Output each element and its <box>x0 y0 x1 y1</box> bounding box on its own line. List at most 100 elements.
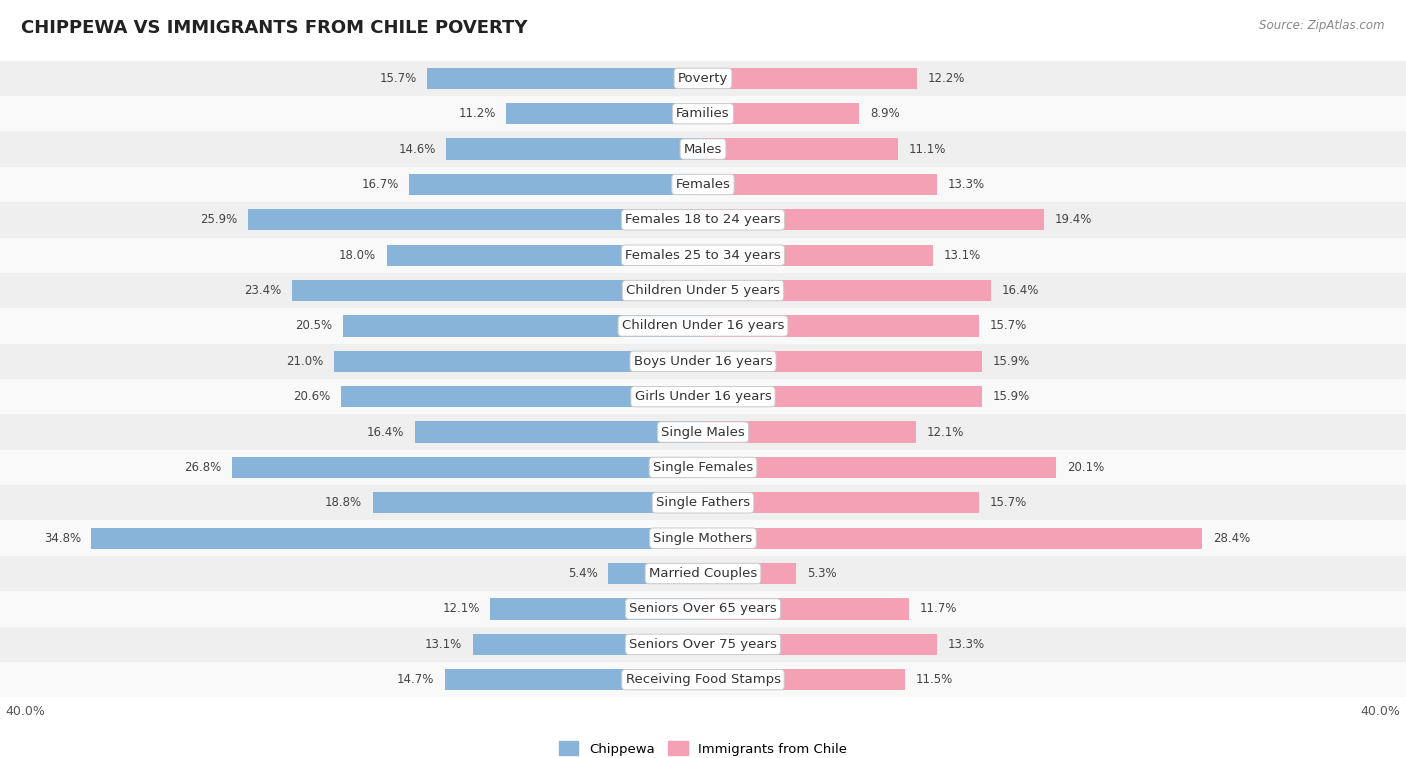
Bar <box>703 492 979 513</box>
Text: 13.1%: 13.1% <box>943 249 981 262</box>
Text: Males: Males <box>683 143 723 155</box>
Bar <box>703 351 983 372</box>
Bar <box>703 209 1043 230</box>
Text: 40.0%: 40.0% <box>6 705 45 718</box>
Text: Single Males: Single Males <box>661 425 745 439</box>
Text: Boys Under 16 years: Boys Under 16 years <box>634 355 772 368</box>
Bar <box>703 457 1056 478</box>
Bar <box>415 421 703 443</box>
Text: Single Mothers: Single Mothers <box>654 531 752 545</box>
Bar <box>0 662 1406 697</box>
Bar <box>0 309 1406 343</box>
Bar <box>0 521 1406 556</box>
Text: Receiving Food Stamps: Receiving Food Stamps <box>626 673 780 686</box>
Bar <box>703 139 898 160</box>
Bar <box>91 528 703 549</box>
Text: Girls Under 16 years: Girls Under 16 years <box>634 390 772 403</box>
Bar <box>703 669 905 691</box>
Text: 11.7%: 11.7% <box>920 603 956 615</box>
Text: 15.9%: 15.9% <box>993 390 1031 403</box>
Text: Children Under 16 years: Children Under 16 years <box>621 319 785 333</box>
Bar <box>703 598 908 619</box>
Bar <box>703 386 983 407</box>
Bar <box>472 634 703 655</box>
Bar <box>703 67 917 89</box>
Text: 23.4%: 23.4% <box>245 284 281 297</box>
Text: 20.5%: 20.5% <box>295 319 332 333</box>
Bar <box>506 103 703 124</box>
Text: 21.0%: 21.0% <box>287 355 323 368</box>
Text: CHIPPEWA VS IMMIGRANTS FROM CHILE POVERTY: CHIPPEWA VS IMMIGRANTS FROM CHILE POVERT… <box>21 19 527 37</box>
Text: Families: Families <box>676 107 730 121</box>
Bar <box>0 627 1406 662</box>
Text: 15.9%: 15.9% <box>993 355 1031 368</box>
Text: 15.7%: 15.7% <box>990 319 1026 333</box>
Text: 13.3%: 13.3% <box>948 637 984 651</box>
Text: 18.8%: 18.8% <box>325 496 363 509</box>
Text: 20.6%: 20.6% <box>294 390 330 403</box>
Text: 5.3%: 5.3% <box>807 567 837 580</box>
Bar <box>703 174 936 195</box>
Text: 13.1%: 13.1% <box>425 637 463 651</box>
Text: Females 25 to 34 years: Females 25 to 34 years <box>626 249 780 262</box>
Text: Seniors Over 65 years: Seniors Over 65 years <box>628 603 778 615</box>
Bar <box>0 202 1406 237</box>
Bar <box>0 96 1406 131</box>
Bar <box>703 103 859 124</box>
Text: 12.2%: 12.2% <box>928 72 966 85</box>
Bar <box>703 245 934 266</box>
Text: 16.4%: 16.4% <box>1001 284 1039 297</box>
Text: 16.4%: 16.4% <box>367 425 405 439</box>
Text: Seniors Over 75 years: Seniors Over 75 years <box>628 637 778 651</box>
Bar <box>0 485 1406 521</box>
Bar <box>340 386 703 407</box>
Text: Females: Females <box>675 178 731 191</box>
Bar <box>0 343 1406 379</box>
Text: 15.7%: 15.7% <box>990 496 1026 509</box>
Text: Married Couples: Married Couples <box>650 567 756 580</box>
Text: 14.6%: 14.6% <box>398 143 436 155</box>
Bar <box>703 528 1202 549</box>
Bar <box>0 237 1406 273</box>
Text: 19.4%: 19.4% <box>1054 213 1092 227</box>
Text: 15.7%: 15.7% <box>380 72 416 85</box>
Bar <box>0 61 1406 96</box>
Bar <box>0 556 1406 591</box>
Text: Single Fathers: Single Fathers <box>657 496 749 509</box>
Text: 25.9%: 25.9% <box>200 213 238 227</box>
Text: 34.8%: 34.8% <box>44 531 82 545</box>
Bar <box>409 174 703 195</box>
Text: 5.4%: 5.4% <box>568 567 598 580</box>
Bar <box>444 669 703 691</box>
Bar <box>373 492 703 513</box>
Bar <box>609 563 703 584</box>
Bar <box>232 457 703 478</box>
Bar <box>703 280 991 301</box>
Text: 18.0%: 18.0% <box>339 249 375 262</box>
Text: 14.7%: 14.7% <box>396 673 434 686</box>
Bar <box>447 139 703 160</box>
Bar <box>0 167 1406 202</box>
Text: 11.2%: 11.2% <box>458 107 496 121</box>
Text: Single Females: Single Females <box>652 461 754 474</box>
Text: 12.1%: 12.1% <box>927 425 963 439</box>
Bar <box>247 209 703 230</box>
Text: 26.8%: 26.8% <box>184 461 222 474</box>
Text: 20.1%: 20.1% <box>1067 461 1104 474</box>
Text: 16.7%: 16.7% <box>361 178 399 191</box>
Legend: Chippewa, Immigrants from Chile: Chippewa, Immigrants from Chile <box>554 736 852 758</box>
Bar <box>335 351 703 372</box>
Bar <box>703 634 936 655</box>
Bar <box>343 315 703 337</box>
Text: 11.5%: 11.5% <box>915 673 953 686</box>
Bar <box>0 379 1406 415</box>
Bar <box>703 421 915 443</box>
Bar <box>0 449 1406 485</box>
Bar <box>0 131 1406 167</box>
Bar <box>0 415 1406 449</box>
Text: 11.1%: 11.1% <box>908 143 946 155</box>
Bar <box>491 598 703 619</box>
Text: Poverty: Poverty <box>678 72 728 85</box>
Text: Source: ZipAtlas.com: Source: ZipAtlas.com <box>1260 19 1385 32</box>
Bar <box>0 591 1406 627</box>
